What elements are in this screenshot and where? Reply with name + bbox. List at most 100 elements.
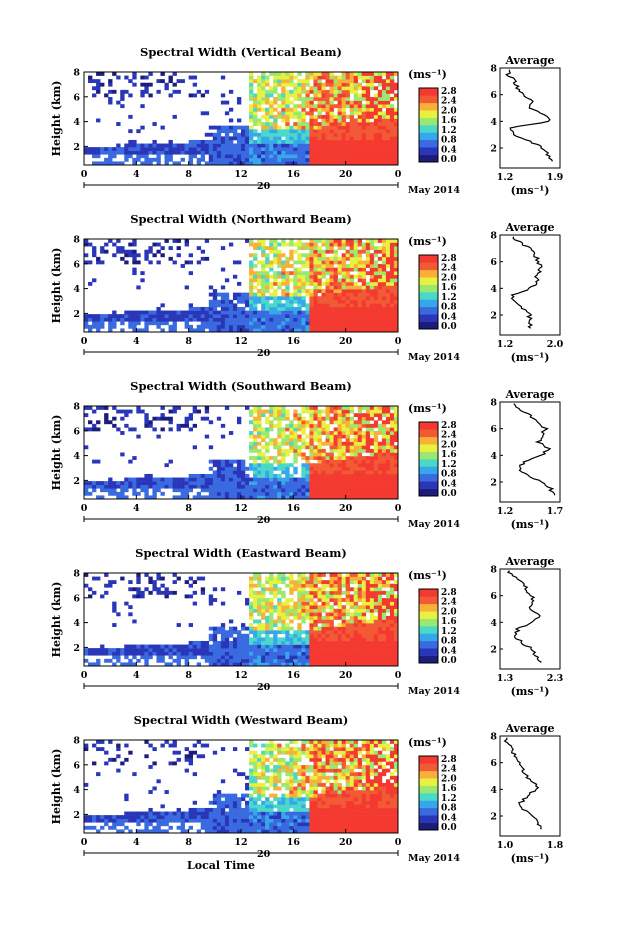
heatmap-cell xyxy=(132,82,137,87)
heatmap-cell xyxy=(148,93,153,98)
heatmap-cell xyxy=(341,324,346,329)
heatmap-cell xyxy=(353,147,359,151)
heatmap-cell xyxy=(261,466,266,471)
heatmap-cell xyxy=(341,278,346,283)
heatmap-cell xyxy=(273,157,278,162)
heatmap-cell xyxy=(369,150,375,155)
heatmap-cell xyxy=(385,463,391,468)
heatmap-cell xyxy=(317,310,322,315)
heatmap-cell xyxy=(333,434,338,439)
heatmap-cell xyxy=(353,495,359,500)
x-tick-label: 16 xyxy=(287,670,301,681)
heatmap-cell xyxy=(200,314,206,318)
heatmap-cell xyxy=(184,644,189,649)
heatmap-cell xyxy=(160,310,165,315)
heatmap-cell xyxy=(220,423,226,428)
heatmap-cell xyxy=(273,662,278,667)
heatmap-cell xyxy=(261,132,266,137)
heatmap-cell xyxy=(305,93,310,98)
heatmap-cell xyxy=(357,481,363,485)
heatmap-cell xyxy=(249,296,254,301)
heatmap-cell xyxy=(249,132,254,137)
heatmap-cell xyxy=(241,143,246,148)
heatmap-cell xyxy=(385,129,391,134)
heatmap-cell xyxy=(132,310,137,315)
heatmap-cell xyxy=(257,82,262,87)
heatmap-cell xyxy=(281,82,286,87)
heatmap-cell xyxy=(389,253,395,258)
heatmap-cell xyxy=(293,82,298,87)
heatmap-cell xyxy=(305,456,310,460)
heatmap-cell xyxy=(228,321,234,326)
heatmap-cell xyxy=(100,150,105,155)
heatmap-cell xyxy=(297,484,302,489)
heatmap-cell xyxy=(104,590,109,595)
heatmap-cell xyxy=(381,495,387,500)
heatmap-cell xyxy=(305,576,310,581)
heatmap-cell xyxy=(357,303,363,308)
heatmap-cell xyxy=(96,324,101,329)
heatmap-cell xyxy=(353,89,359,94)
heatmap-cell xyxy=(325,434,330,439)
heatmap-cell xyxy=(373,296,379,301)
heatmap-cell xyxy=(144,495,149,500)
heatmap-cell xyxy=(156,147,161,151)
heatmap-cell xyxy=(232,161,238,166)
heatmap-cell xyxy=(164,317,169,322)
heatmap-cell xyxy=(265,306,270,311)
avg-x-tick-label: 1.7 xyxy=(547,506,564,517)
heatmap-cell xyxy=(377,136,383,141)
heatmap-cell xyxy=(277,423,282,428)
heatmap-cell xyxy=(337,154,342,159)
heatmap-cell xyxy=(188,317,193,322)
heatmap-cell xyxy=(96,481,101,485)
heatmap-cell xyxy=(389,271,395,276)
heatmap-cell xyxy=(313,306,318,311)
heatmap-cell xyxy=(253,79,258,84)
heatmap-cell xyxy=(92,662,97,667)
heatmap-cell xyxy=(253,456,258,460)
heatmap-cell xyxy=(361,576,367,581)
heatmap-cell xyxy=(164,463,169,468)
heatmap-cell xyxy=(333,104,338,109)
heatmap-cell xyxy=(196,644,202,649)
heatmap-cell xyxy=(313,256,318,261)
heatmap-cell xyxy=(353,253,359,258)
heatmap-cell xyxy=(341,637,346,642)
heatmap-cell xyxy=(373,615,379,620)
heatmap-cell xyxy=(100,249,105,254)
heatmap-cell xyxy=(313,114,318,119)
heatmap-cell xyxy=(249,271,254,276)
heatmap-cell xyxy=(212,488,218,493)
heatmap-cell xyxy=(329,456,334,460)
heatmap-cell xyxy=(208,598,214,602)
heatmap-cell xyxy=(84,651,89,656)
heatmap-cell xyxy=(257,580,262,585)
heatmap-cell xyxy=(381,598,387,602)
heatmap-cell xyxy=(333,249,338,254)
heatmap-cell xyxy=(333,658,338,663)
heatmap-cell xyxy=(176,406,181,410)
heatmap-cell xyxy=(361,86,367,91)
heatmap-cell xyxy=(321,648,326,652)
heatmap-cell xyxy=(281,118,286,123)
x-tick-label: 0 xyxy=(81,169,88,180)
heatmap-cell xyxy=(128,139,133,144)
heatmap-cell xyxy=(349,495,355,500)
heatmap-cell xyxy=(393,608,399,613)
avg-x-tick-label: 2.0 xyxy=(547,339,564,350)
heatmap-cell xyxy=(245,637,250,642)
heatmap-cell xyxy=(269,147,274,151)
heatmap-cell xyxy=(128,154,133,159)
heatmap-cell xyxy=(361,495,367,500)
heatmap-cell xyxy=(385,161,391,166)
heatmap-cell xyxy=(285,441,290,446)
heatmap-cell xyxy=(365,644,371,649)
colorbar-swatch xyxy=(419,284,438,293)
heatmap-cell xyxy=(204,310,210,315)
heatmap-cell xyxy=(333,644,338,649)
heatmap-cell xyxy=(269,125,274,130)
heatmap-cell xyxy=(281,470,286,475)
heatmap-cell xyxy=(369,161,375,166)
heatmap-cell xyxy=(293,321,298,326)
